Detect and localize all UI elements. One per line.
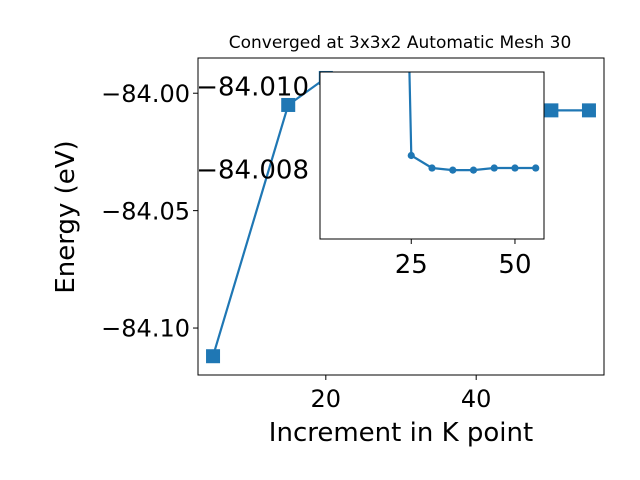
x-tick-label: 25: [395, 250, 428, 280]
data-point: [407, 151, 415, 160]
data-point: [449, 166, 457, 174]
chart-title: Converged at 3x3x2 Automatic Mesh 30: [229, 33, 572, 53]
main-x-ticks: 20 40: [311, 375, 492, 413]
main-plot-frame: [197, 57, 605, 376]
x-tick-label: 50: [498, 250, 531, 280]
data-point: [469, 166, 478, 174]
inset-plot-background: [320, 72, 544, 239]
data-point: [206, 349, 221, 364]
x-tick-label: 40: [461, 385, 492, 413]
inset-y-ticks: −84.010 −84.008: [196, 72, 309, 185]
y-tick-label: −84.05: [101, 197, 190, 225]
data-point: [490, 164, 498, 172]
data-point: [581, 103, 596, 118]
x-axis-label: Increment in K point: [269, 418, 533, 448]
y-axis-label: Energy (eV): [51, 140, 81, 293]
main-y-ticks: −84.10 −84.05 −84.00: [101, 80, 198, 343]
data-point: [511, 164, 519, 172]
inset-x-ticks: 25 50: [395, 239, 532, 280]
y-tick-label: −84.00: [101, 80, 190, 108]
inset-series: [407, 72, 540, 174]
data-point: [532, 164, 540, 172]
y-tick-label: −84.10: [101, 315, 190, 343]
data-point: [428, 164, 436, 172]
inset-plot-frame: [319, 71, 545, 240]
data-point: [281, 97, 296, 112]
y-tick-label: −84.008: [196, 155, 309, 185]
data-point: [544, 103, 559, 118]
inset-plot: 25 50 −84.010 −84.008: [196, 71, 545, 280]
y-tick-label: −84.010: [196, 72, 309, 102]
x-tick-label: 20: [311, 385, 342, 413]
